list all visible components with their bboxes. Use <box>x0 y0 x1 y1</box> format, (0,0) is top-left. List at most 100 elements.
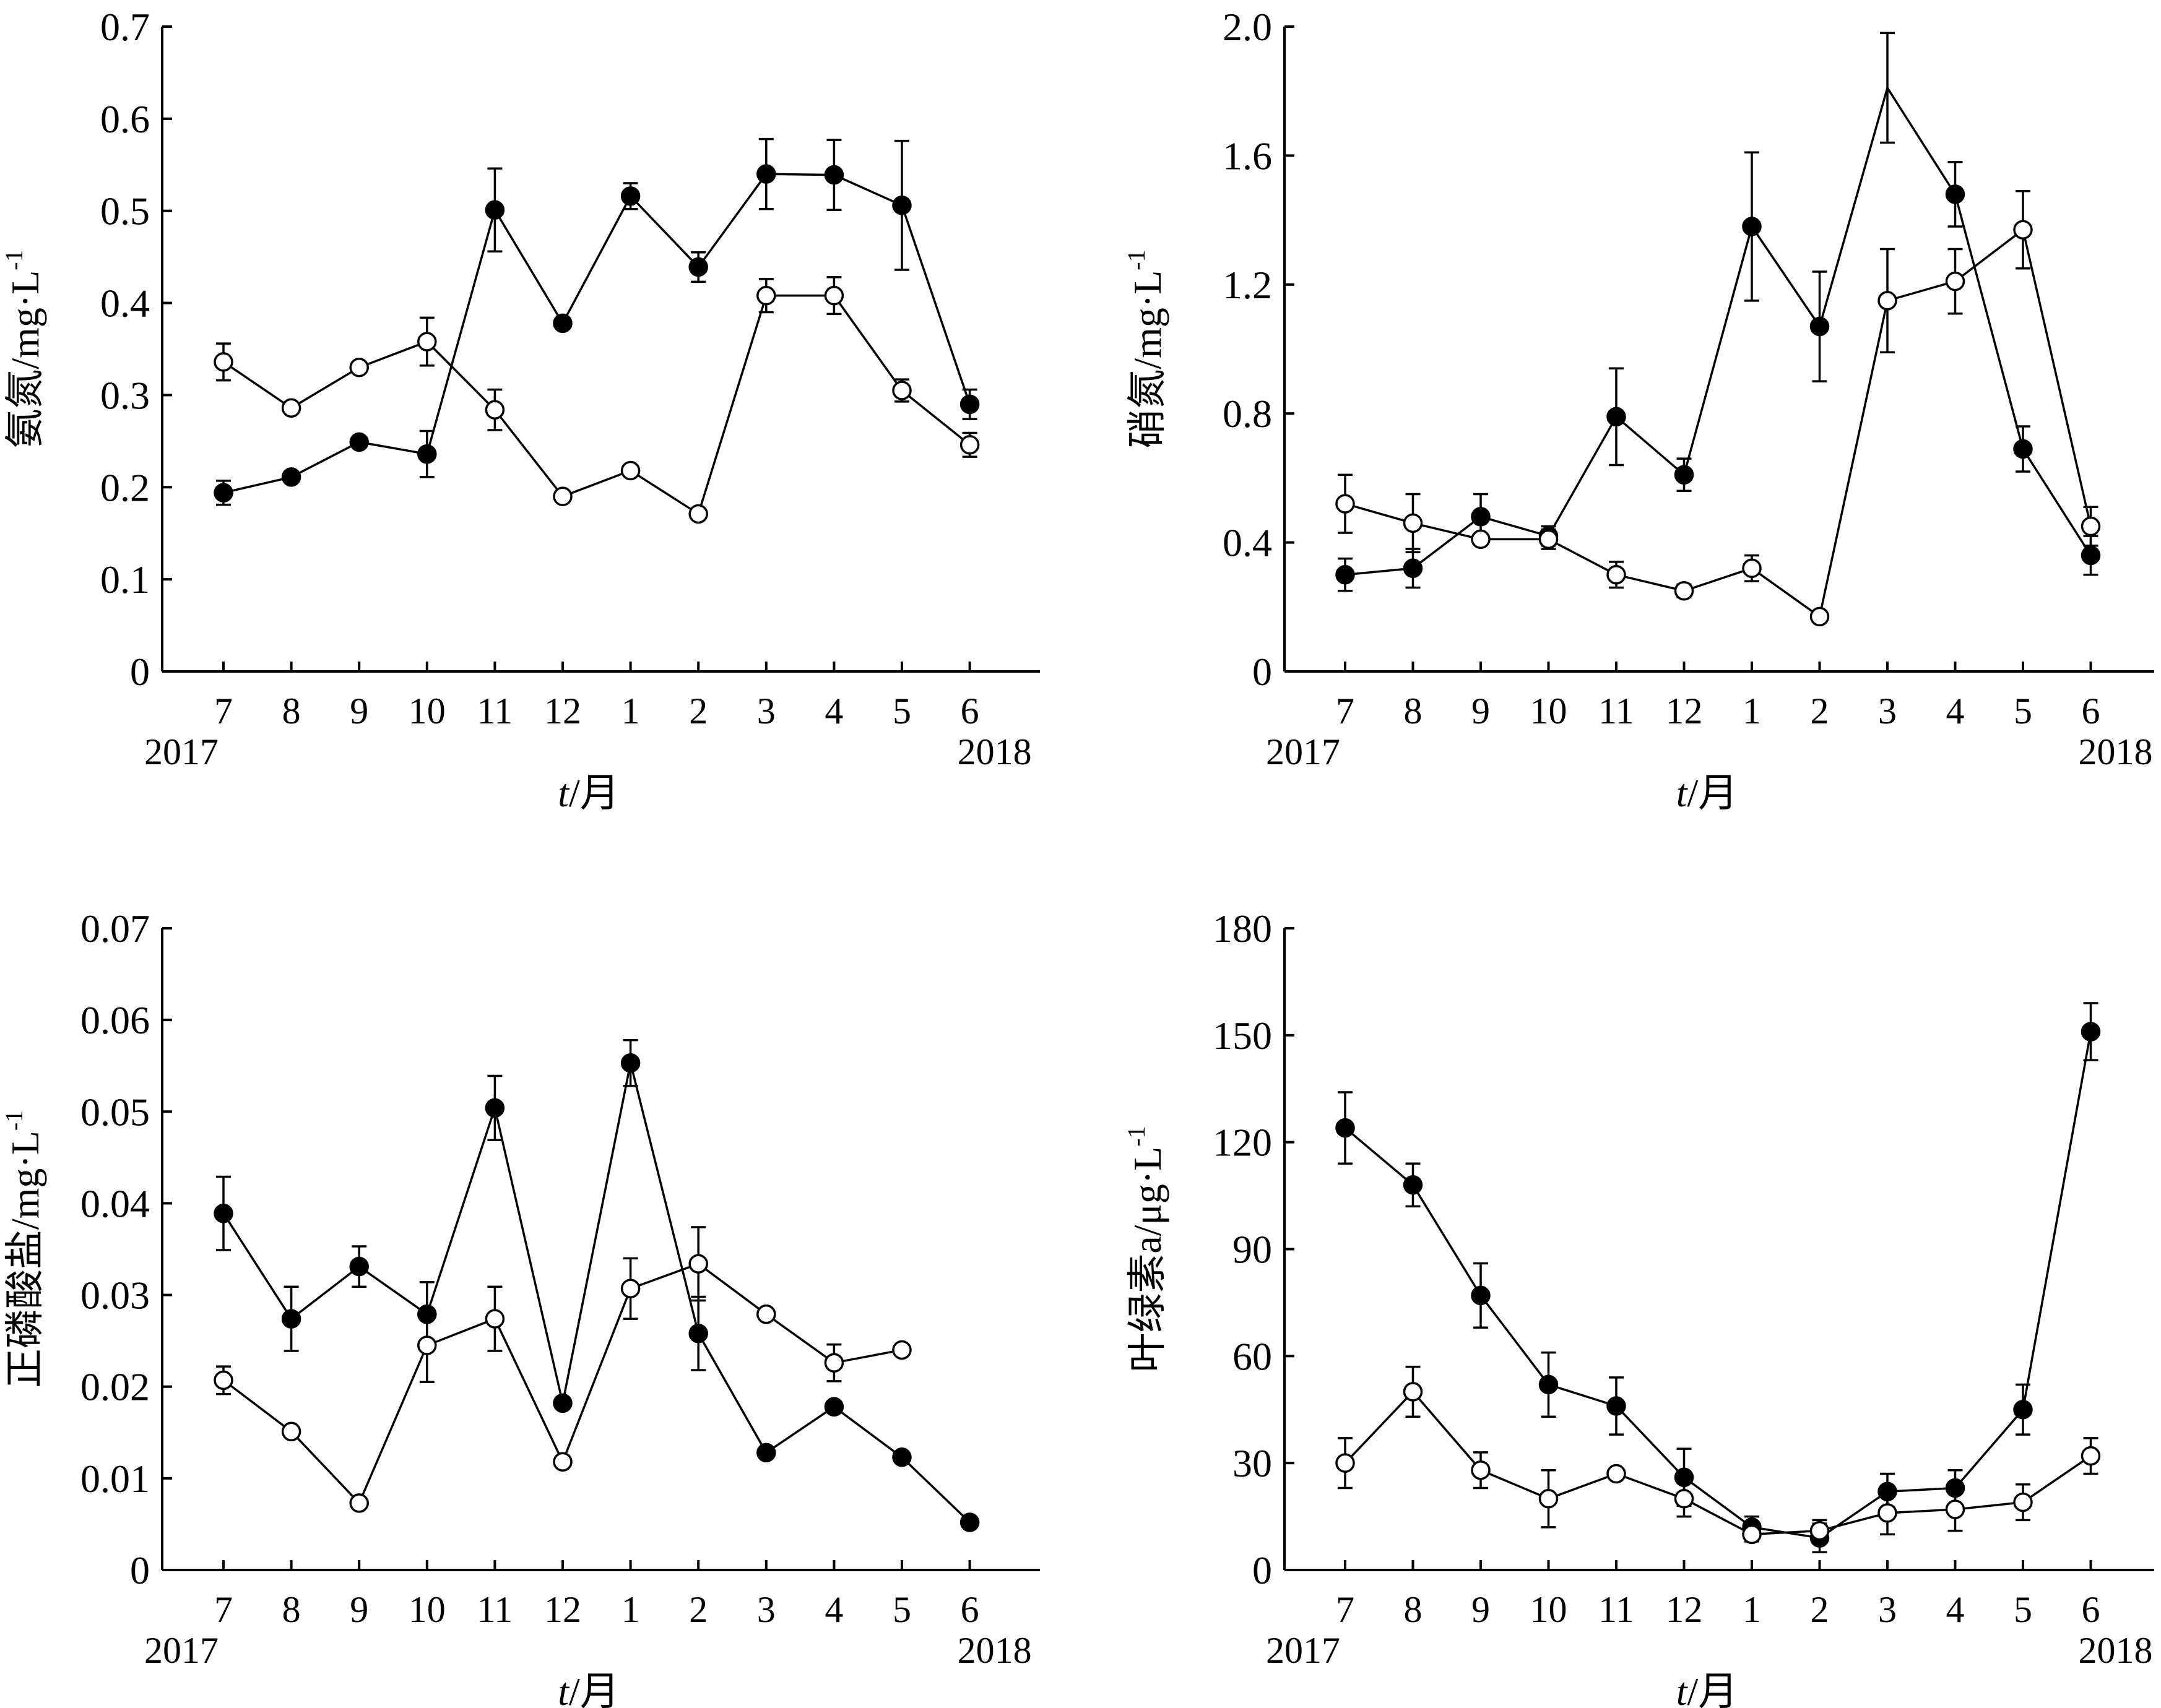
data-point-open <box>553 1452 573 1472</box>
y-tick-label: 0.2 <box>100 465 150 509</box>
x-tick-label: 12 <box>1666 1589 1703 1630</box>
y-tick-label: 0 <box>1252 1548 1272 1592</box>
data-point-filled <box>1335 564 1355 585</box>
data-point-filled <box>1538 1374 1559 1395</box>
data-point-filled <box>1403 558 1423 579</box>
data-point-filled <box>892 196 912 215</box>
x-tick-label: 7 <box>1336 691 1354 731</box>
data-point-open <box>1606 564 1626 585</box>
data-point-open <box>1403 513 1423 533</box>
year-start-label: 2017 <box>1266 1630 1340 1671</box>
x-tick-label: 10 <box>1530 691 1567 731</box>
x-tick-label: 8 <box>282 1589 301 1630</box>
x-tick-label: 1 <box>621 1589 640 1630</box>
x-axis-title: t/月 <box>558 1670 620 1708</box>
data-point-open <box>1538 1489 1559 1509</box>
data-point-filled <box>281 1309 301 1329</box>
data-point-open <box>2081 516 2101 537</box>
year-start-label: 2017 <box>144 731 219 772</box>
data-point-open <box>485 1309 505 1329</box>
x-tick-label: 8 <box>1404 691 1423 731</box>
x-tick-label: 6 <box>2082 691 2100 731</box>
data-point-open <box>1335 494 1355 514</box>
x-tick-label: 5 <box>893 1589 911 1630</box>
y-tick-label: 0.4 <box>1223 521 1272 565</box>
data-point-open <box>349 1493 369 1513</box>
x-axis-title: t/月 <box>1676 771 1738 815</box>
y-tick-label: 0.6 <box>100 97 150 141</box>
data-point-filled <box>1742 217 1762 236</box>
x-tick-label: 1 <box>621 691 640 731</box>
data-point-open <box>756 1304 776 1324</box>
data-point-filled <box>2081 1022 2101 1042</box>
data-point-open <box>1877 291 1897 311</box>
y-tick-label: 0.03 <box>80 1274 150 1318</box>
data-point-open <box>892 1340 912 1360</box>
x-tick-label: 11 <box>477 1589 513 1630</box>
series-line-filled <box>1344 1031 2092 1539</box>
data-point-filled <box>688 1324 708 1344</box>
data-point-filled <box>214 483 233 502</box>
x-tick-label: 6 <box>961 1589 979 1630</box>
x-tick-label: 10 <box>409 691 446 731</box>
data-point-open <box>2013 1492 2033 1512</box>
data-point-filled <box>349 1256 369 1277</box>
y-axis-title: 叶绿素a/μg·L-1 <box>1122 1126 1169 1372</box>
y-tick-label: 0.01 <box>80 1457 150 1501</box>
series-line-filled <box>223 173 971 494</box>
data-point-open <box>688 504 708 524</box>
y-tick-label: 0.04 <box>80 1181 150 1225</box>
y-tick-label: 0.4 <box>100 282 150 326</box>
data-point-open <box>1403 1382 1423 1402</box>
data-point-filled <box>824 1397 844 1417</box>
x-tick-label: 2 <box>1811 1589 1829 1630</box>
y-tick-label: 0.1 <box>100 558 150 602</box>
data-point-open <box>1674 1489 1694 1509</box>
y-tick-label: 0.06 <box>80 998 150 1042</box>
x-tick-label: 7 <box>214 691 233 731</box>
x-tick-label: 8 <box>282 691 301 731</box>
data-point-open <box>1877 1503 1897 1523</box>
data-point-open <box>417 332 437 352</box>
data-point-filled <box>553 1393 573 1413</box>
data-point-filled <box>1403 1175 1423 1195</box>
x-tick-label: 12 <box>544 1589 581 1630</box>
data-point-open <box>349 358 369 377</box>
y-tick-label: 0.5 <box>100 189 150 233</box>
x-tick-label: 10 <box>1530 1589 1567 1630</box>
x-tick-label: 9 <box>350 691 368 731</box>
x-tick-label: 11 <box>477 691 513 731</box>
x-tick-label: 10 <box>409 1589 446 1630</box>
data-point-open <box>620 1279 641 1298</box>
x-tick-label: 4 <box>1946 691 1965 731</box>
orthophosphate-chart: 00.010.020.030.040.050.060.077 8 9 10 11 12 1 2… <box>0 907 1040 1708</box>
data-point-filled <box>1471 1285 1491 1306</box>
y-tick-label: 0.8 <box>1223 392 1272 436</box>
series-line-filled <box>222 1063 971 1524</box>
data-point-open <box>281 398 301 418</box>
data-point-open <box>824 1353 844 1373</box>
x-tick-label: 9 <box>1471 1589 1490 1630</box>
data-point-open <box>214 352 233 372</box>
data-point-filled <box>688 257 708 277</box>
series-line-open <box>223 294 971 516</box>
y-tick-label: 0 <box>130 650 150 694</box>
x-tick-label: 3 <box>757 1589 776 1630</box>
x-tick-label: 12 <box>544 691 581 731</box>
data-point-filled <box>281 467 301 487</box>
y-tick-label: 2.0 <box>1223 5 1272 49</box>
x-tick-label: 6 <box>2082 1589 2100 1630</box>
data-point-open <box>892 381 912 400</box>
y-axis-title: 硝氮/mg·L-1 <box>1122 249 1169 448</box>
data-point-open <box>1538 529 1559 550</box>
data-point-filled <box>1471 507 1491 527</box>
x-tick-label: 1 <box>1743 1589 1761 1630</box>
data-point-filled <box>2013 1400 2033 1420</box>
y-tick-label: 30 <box>1232 1441 1272 1485</box>
data-point-open <box>1809 606 1830 627</box>
y-tick-label: 0.7 <box>100 5 150 49</box>
series-line-open <box>1344 1390 2092 1536</box>
y-tick-label: 1.2 <box>1223 263 1272 307</box>
